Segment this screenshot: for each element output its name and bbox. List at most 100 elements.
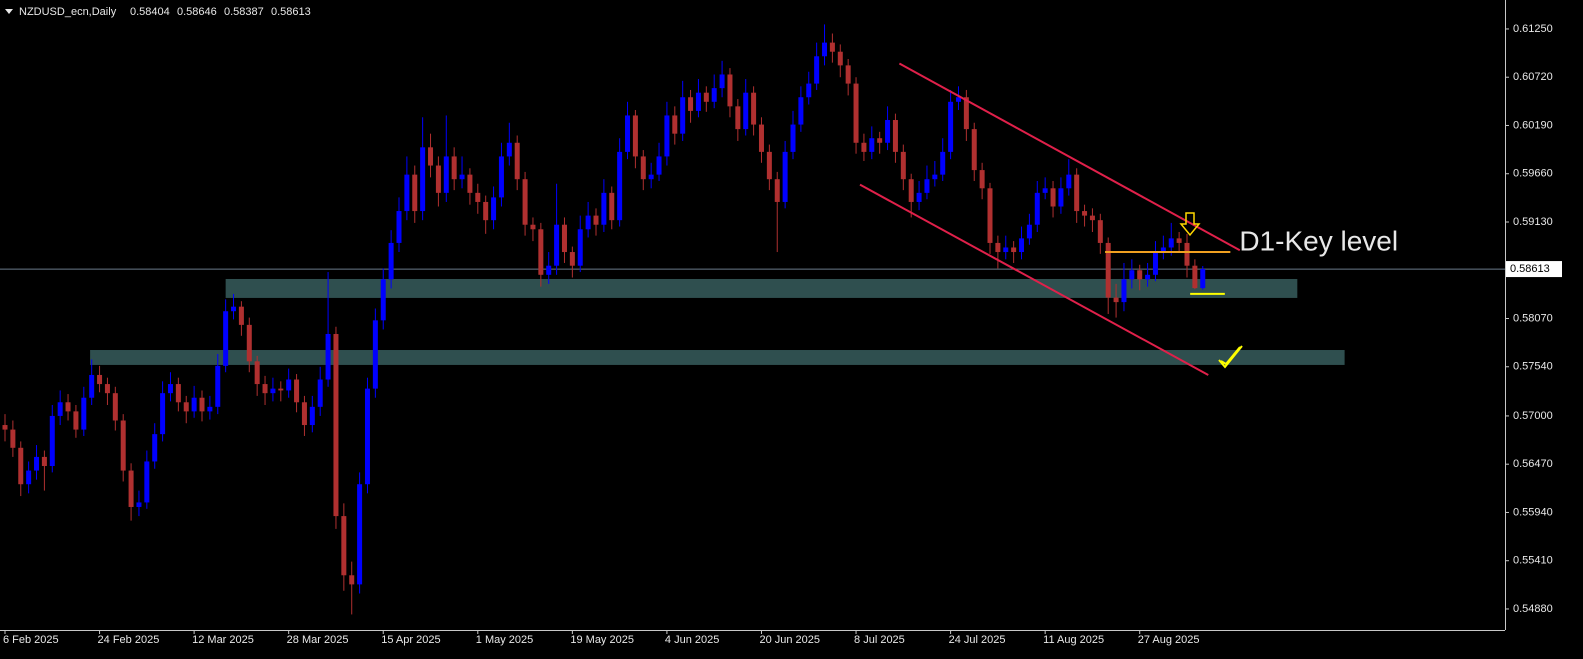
candle-body	[1034, 192, 1040, 225]
x-tick-label: 24 Jul 2025	[949, 634, 1006, 646]
candle-body	[364, 388, 370, 485]
current-price-label: 0.58613	[1510, 263, 1550, 275]
candle-body	[57, 402, 63, 416]
candle-body	[420, 147, 426, 212]
y-tick-label: 0.59660	[1513, 168, 1553, 180]
current-price-box	[1506, 261, 1562, 278]
candle-body	[223, 311, 229, 366]
candle-body	[2, 425, 8, 430]
check-mark-icon	[1218, 345, 1243, 369]
candle-body	[1168, 238, 1174, 248]
candle-body	[41, 456, 47, 467]
candle-body	[625, 115, 631, 152]
candle-body	[183, 402, 189, 412]
candle-body	[601, 192, 607, 225]
candle-body	[743, 92, 749, 130]
candle-body	[341, 516, 347, 576]
candle-body	[10, 429, 16, 448]
candle-body	[1019, 238, 1025, 253]
candle-body	[892, 120, 898, 152]
candle-body	[357, 484, 363, 585]
candle-body	[404, 174, 410, 212]
candle-body	[1192, 265, 1198, 289]
candle-body	[1082, 211, 1088, 216]
candle-body	[1003, 247, 1009, 253]
y-tick-label: 0.57000	[1513, 410, 1553, 422]
candle-body	[34, 456, 40, 471]
candle-body	[861, 142, 867, 152]
menu-triangle[interactable]	[5, 9, 13, 14]
candle-body	[167, 384, 173, 394]
y-tick-label: 0.61250	[1513, 23, 1553, 35]
candle-body	[672, 115, 678, 134]
candle-body	[1058, 188, 1064, 207]
candle-body	[428, 147, 434, 166]
candle-body	[1097, 220, 1103, 243]
ohlc-high: 0.58646	[177, 6, 217, 18]
candle-body	[814, 56, 820, 84]
candle-body	[798, 97, 804, 125]
candle-body	[688, 97, 694, 111]
candle-body	[971, 129, 977, 171]
x-tick-label: 6 Feb 2025	[3, 634, 59, 646]
candle-body	[751, 92, 757, 125]
candle-body	[948, 101, 954, 152]
candle-body	[325, 333, 331, 380]
candle-body	[467, 174, 473, 193]
candle-body	[412, 174, 418, 212]
candle-body	[1152, 252, 1158, 275]
candle-body	[869, 138, 875, 152]
candle-body	[73, 411, 79, 430]
candle-body	[396, 211, 402, 243]
candle-body	[128, 470, 134, 507]
candle-body	[199, 397, 205, 412]
y-tick-label: 0.55410	[1513, 555, 1553, 567]
candle-body	[65, 402, 71, 412]
candle-body	[49, 415, 55, 467]
key-level-label: D1-Key level	[1239, 225, 1398, 256]
candle-body	[955, 97, 961, 102]
candle-body	[877, 138, 883, 143]
candle-body	[806, 83, 812, 98]
x-tick-label: 24 Feb 2025	[98, 634, 160, 646]
candle-body	[191, 397, 197, 412]
candle-body	[609, 192, 615, 221]
candle-body	[1050, 188, 1056, 207]
candle-body	[585, 215, 591, 230]
candle-body	[790, 124, 796, 152]
candle-body	[829, 42, 835, 52]
candle-body	[593, 215, 599, 225]
candle-body	[727, 74, 733, 107]
candle-body	[333, 333, 339, 517]
candle-body	[443, 156, 449, 193]
candle-body	[695, 92, 701, 111]
candle-body	[1011, 247, 1017, 253]
y-tick-label: 0.55940	[1513, 506, 1553, 518]
candle-body	[81, 397, 87, 430]
y-tick-label: 0.60720	[1513, 71, 1553, 83]
candle-body	[254, 361, 260, 385]
candle-body	[380, 279, 386, 321]
candle-body	[491, 197, 497, 221]
candle-body	[207, 406, 213, 412]
candle-body	[144, 461, 150, 503]
candle-body	[1160, 247, 1166, 253]
down-arrow-icon	[1179, 212, 1201, 237]
candle-body	[766, 151, 772, 180]
candle-body	[301, 402, 307, 426]
candle-body	[577, 229, 583, 266]
y-tick-label: 0.58070	[1513, 312, 1553, 324]
candle-body	[270, 388, 276, 394]
plot-area	[0, 24, 1505, 615]
candle-body	[885, 120, 891, 143]
candle-body	[286, 379, 292, 391]
candle-body	[1200, 269, 1206, 289]
y-tick-label: 0.56470	[1513, 458, 1553, 470]
candle-body	[853, 83, 859, 143]
support-zone	[90, 350, 1345, 365]
ohlc-open: 0.58404	[130, 6, 170, 18]
candle-body	[561, 224, 567, 253]
candle-body	[120, 420, 126, 471]
